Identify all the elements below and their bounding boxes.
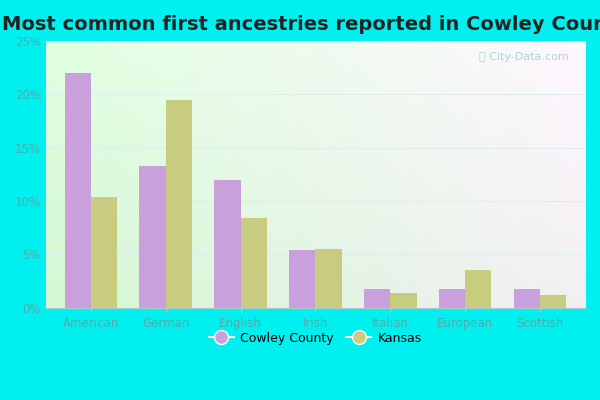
- Bar: [139, 166, 166, 308]
- Bar: [364, 289, 391, 308]
- Bar: [166, 100, 192, 308]
- Bar: [514, 289, 540, 308]
- Bar: [241, 218, 267, 308]
- Legend: Cowley County, Kansas: Cowley County, Kansas: [204, 326, 427, 350]
- Text: ⓘ City-Data.com: ⓘ City-Data.com: [479, 52, 569, 62]
- Bar: [465, 270, 491, 308]
- Bar: [316, 249, 341, 308]
- Bar: [65, 73, 91, 308]
- Bar: [289, 250, 316, 308]
- Bar: [214, 180, 241, 308]
- Title: Most common first ancestries reported in Cowley County: Most common first ancestries reported in…: [2, 15, 600, 34]
- Bar: [439, 289, 465, 308]
- Bar: [391, 293, 416, 308]
- Bar: [91, 197, 117, 308]
- Bar: [540, 295, 566, 308]
